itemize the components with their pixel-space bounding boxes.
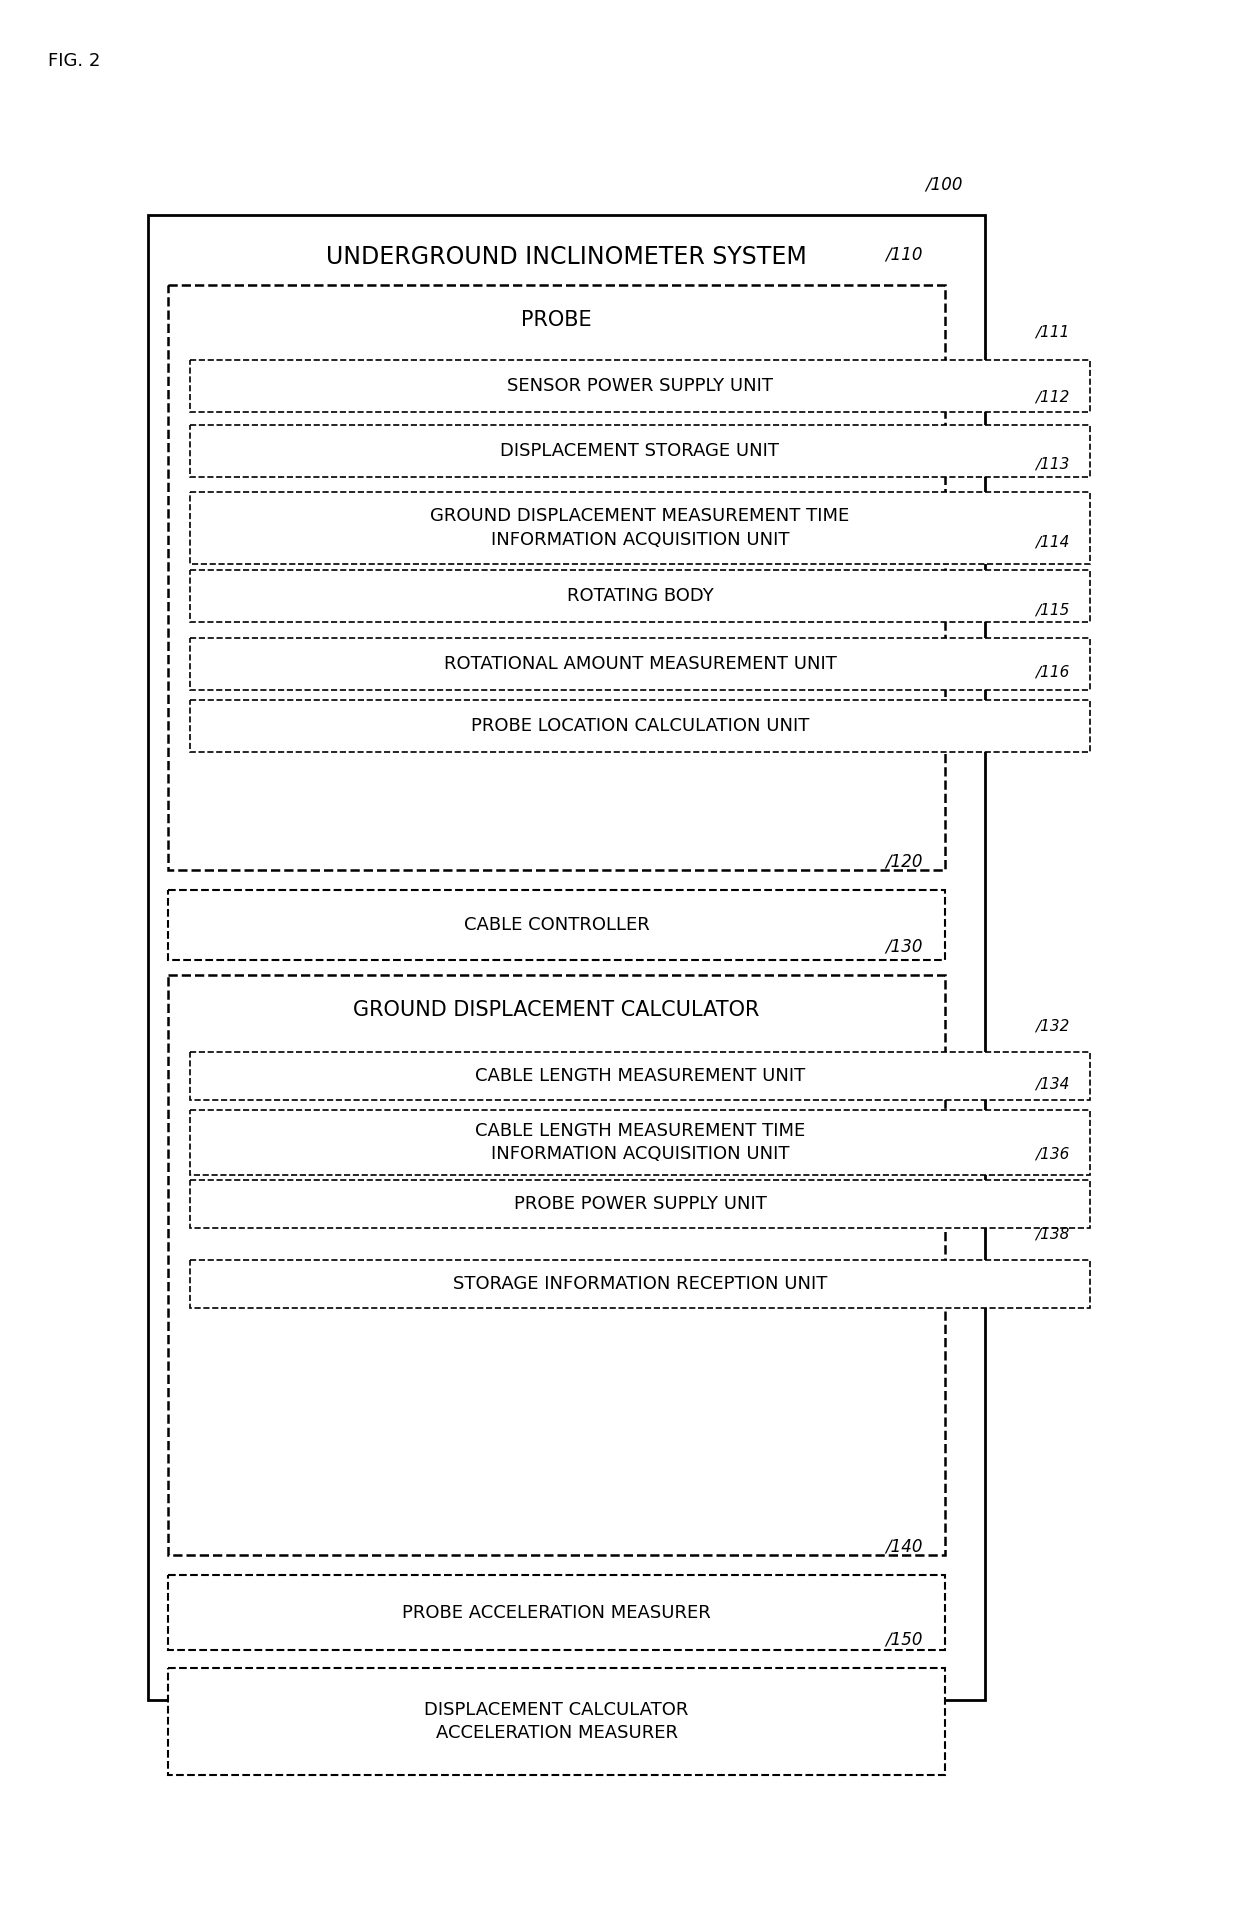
Text: ∕114: ∕114 [1035, 535, 1069, 551]
Bar [167, 1667, 945, 1775]
Text: ∕150: ∕150 [885, 1630, 923, 1648]
Text: GROUND DISPLACEMENT CALCULATOR: GROUND DISPLACEMENT CALCULATOR [353, 999, 760, 1020]
Bar [190, 360, 1090, 412]
Text: ∕100: ∕100 [925, 175, 962, 192]
Text: ∕130: ∕130 [885, 937, 923, 955]
Text: ∕120: ∕120 [885, 853, 923, 870]
Bar [190, 570, 1090, 622]
Text: ∕134: ∕134 [1035, 1076, 1069, 1091]
Text: PROBE LOCATION CALCULATION UNIT: PROBE LOCATION CALCULATION UNIT [471, 716, 810, 735]
Text: CABLE CONTROLLER: CABLE CONTROLLER [464, 916, 650, 934]
Text: UNDERGROUND INCLINOMETER SYSTEM: UNDERGROUND INCLINOMETER SYSTEM [326, 244, 807, 270]
Bar [190, 1051, 1090, 1099]
Bar [190, 1111, 1090, 1174]
Text: GROUND DISPLACEMENT MEASUREMENT TIME
INFORMATION ACQUISITION UNIT: GROUND DISPLACEMENT MEASUREMENT TIME INF… [430, 506, 849, 549]
Text: PROBE: PROBE [521, 310, 591, 329]
Text: DISPLACEMENT STORAGE UNIT: DISPLACEMENT STORAGE UNIT [501, 443, 780, 460]
Text: ∕112: ∕112 [1035, 391, 1069, 404]
Text: ∕136: ∕136 [1035, 1147, 1069, 1163]
Text: ∕113: ∕113 [1035, 456, 1069, 472]
Bar [167, 1575, 945, 1650]
Bar [190, 493, 1090, 564]
Text: ROTATIONAL AMOUNT MEASUREMENT UNIT: ROTATIONAL AMOUNT MEASUREMENT UNIT [444, 654, 837, 674]
Text: ROTATING BODY: ROTATING BODY [567, 587, 713, 604]
Text: ∕140: ∕140 [885, 1536, 923, 1555]
Bar [190, 701, 1090, 753]
Bar [190, 425, 1090, 477]
Text: CABLE LENGTH MEASUREMENT TIME
INFORMATION ACQUISITION UNIT: CABLE LENGTH MEASUREMENT TIME INFORMATIO… [475, 1122, 805, 1163]
Bar [190, 1261, 1090, 1307]
Bar [167, 285, 945, 870]
Text: FIG. 2: FIG. 2 [48, 52, 100, 69]
Bar [190, 637, 1090, 689]
Text: SENSOR POWER SUPPLY UNIT: SENSOR POWER SUPPLY UNIT [507, 377, 773, 395]
Bar [148, 216, 985, 1700]
Text: DISPLACEMENT CALCULATOR
ACCELERATION MEASURER: DISPLACEMENT CALCULATOR ACCELERATION MEA… [424, 1700, 688, 1742]
Text: ∕111: ∕111 [1035, 325, 1069, 341]
Bar [167, 889, 945, 961]
Text: ∕116: ∕116 [1035, 664, 1069, 680]
Text: ∕115: ∕115 [1035, 603, 1069, 618]
Text: ∕138: ∕138 [1035, 1226, 1069, 1242]
Text: PROBE ACCELERATION MEASURER: PROBE ACCELERATION MEASURER [402, 1604, 711, 1621]
Text: CABLE LENGTH MEASUREMENT UNIT: CABLE LENGTH MEASUREMENT UNIT [475, 1066, 805, 1086]
Text: ∕110: ∕110 [885, 244, 923, 264]
Text: PROBE POWER SUPPLY UNIT: PROBE POWER SUPPLY UNIT [513, 1195, 766, 1213]
Bar [167, 974, 945, 1555]
Bar [190, 1180, 1090, 1228]
Text: ∕132: ∕132 [1035, 1018, 1069, 1034]
Text: STORAGE INFORMATION RECEPTION UNIT: STORAGE INFORMATION RECEPTION UNIT [453, 1274, 827, 1294]
